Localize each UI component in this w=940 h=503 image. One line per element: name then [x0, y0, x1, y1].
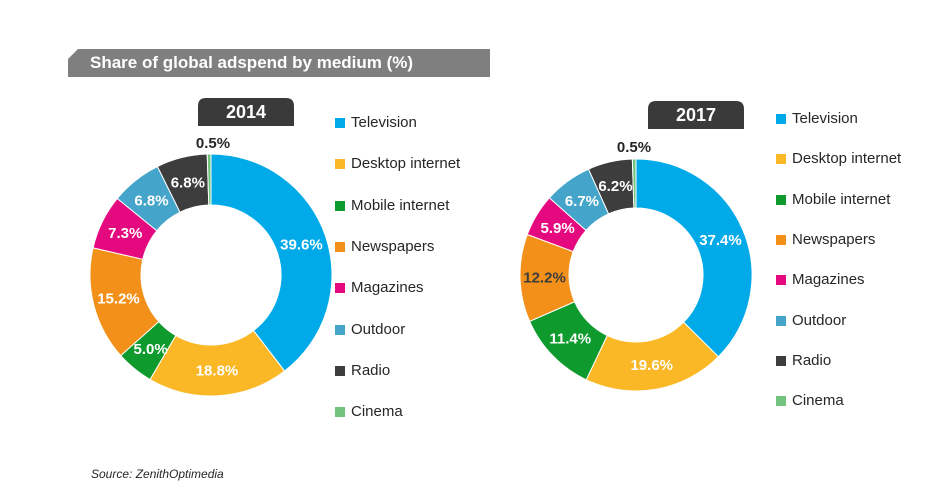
donut-2017: 37.4% 19.6% 11.4% 12.2% 5.9% 6.7%6.2% 0.5% 2017: [519, 101, 753, 392]
legend-label: Radio: [351, 361, 391, 379]
legend-label: Television: [792, 110, 858, 127]
slice-2017-television: [635, 158, 753, 358]
data-label-2017-mobile-internet: 11.4%: [549, 331, 591, 348]
data-label-2014-newspapers: 15.2%: [97, 291, 140, 308]
legend-label: Television: [351, 114, 417, 131]
legend-swatch: [776, 234, 786, 245]
data-label-2014-outdoor: 6.8%: [134, 192, 168, 209]
source-note: Source: ZenithOptimedia: [91, 467, 224, 481]
legend-swatch: [335, 200, 345, 211]
legend-label: Outdoor: [792, 311, 847, 329]
data-label-2017-television: 37.4%: [699, 232, 742, 249]
slice-2017-cinema: [631, 158, 637, 209]
legend-swatch: [335, 159, 345, 170]
year-badge-2017: [648, 101, 744, 129]
data-label-2014-desktop-internet: 18.8%: [196, 362, 239, 379]
legend-label: Outdoor: [351, 320, 406, 338]
data-label-2017-newspapers: 12.2%: [523, 269, 566, 286]
legend-swatch: [776, 194, 786, 205]
legend-swatch: [335, 324, 345, 335]
chart-title: Share of global adspend by medium (%): [90, 53, 414, 72]
legend-swatch: [335, 283, 345, 294]
slice-2014-cinema: [206, 153, 212, 206]
data-label-2014-cinema: 0.5%: [196, 135, 230, 152]
legend-label: Cinema: [792, 392, 844, 410]
data-label-2017-desktop-internet: 19.6%: [630, 357, 673, 374]
legend-swatch: [776, 275, 786, 286]
data-label-2017-radio: 6.2%: [598, 178, 632, 195]
legend-swatch: [335, 365, 345, 376]
legend-label: Newspapers: [792, 230, 876, 248]
data-label-2017-outdoor: 6.7%: [565, 193, 599, 210]
title-banner-shape: [68, 49, 490, 77]
legend-swatch: [776, 114, 786, 124]
legend-swatch: [776, 154, 786, 165]
legend-label: Cinema: [351, 403, 403, 421]
legend-swatch: [776, 355, 786, 366]
data-label-2017-magazines: 5.9%: [541, 220, 575, 237]
legend-swatch: [335, 241, 345, 252]
data-label-2014-radio: 6.8%: [171, 174, 205, 191]
legend-label: Desktop internet: [351, 155, 461, 173]
data-label-2014-television: 39.6%: [280, 236, 323, 253]
legend-swatch: [776, 396, 786, 407]
legend-label: Mobile internet: [351, 196, 450, 214]
legend-swatch: [335, 407, 345, 418]
legend-label: Magazines: [792, 271, 865, 289]
legend-label: Newspapers: [351, 237, 435, 255]
legend-label: Mobile internet: [792, 190, 891, 208]
legend-label: Magazines: [351, 279, 424, 297]
year-label-2017: 2017: [676, 105, 716, 125]
donut-2014: 39.6% 18.8% 5.0% 15.2% 7.3% 6.8%6.8% 0.5% 2014: [89, 98, 333, 397]
legend-label: Radio: [792, 351, 832, 369]
year-label-2014: 2014: [226, 102, 266, 122]
data-label-2014-magazines: 7.3%: [108, 225, 142, 242]
year-badge-2014: [198, 98, 294, 126]
data-label-2017-cinema: 0.5%: [617, 139, 651, 156]
legend-swatch: [776, 315, 786, 326]
chart-title-banner: Share of global adspend by medium (%): [68, 49, 490, 77]
data-label-2014-mobile-internet: 5.0%: [133, 341, 167, 358]
legend-swatch: [335, 118, 345, 128]
slice-2014-television: [210, 153, 333, 372]
legend-label: Desktop internet: [792, 150, 902, 168]
